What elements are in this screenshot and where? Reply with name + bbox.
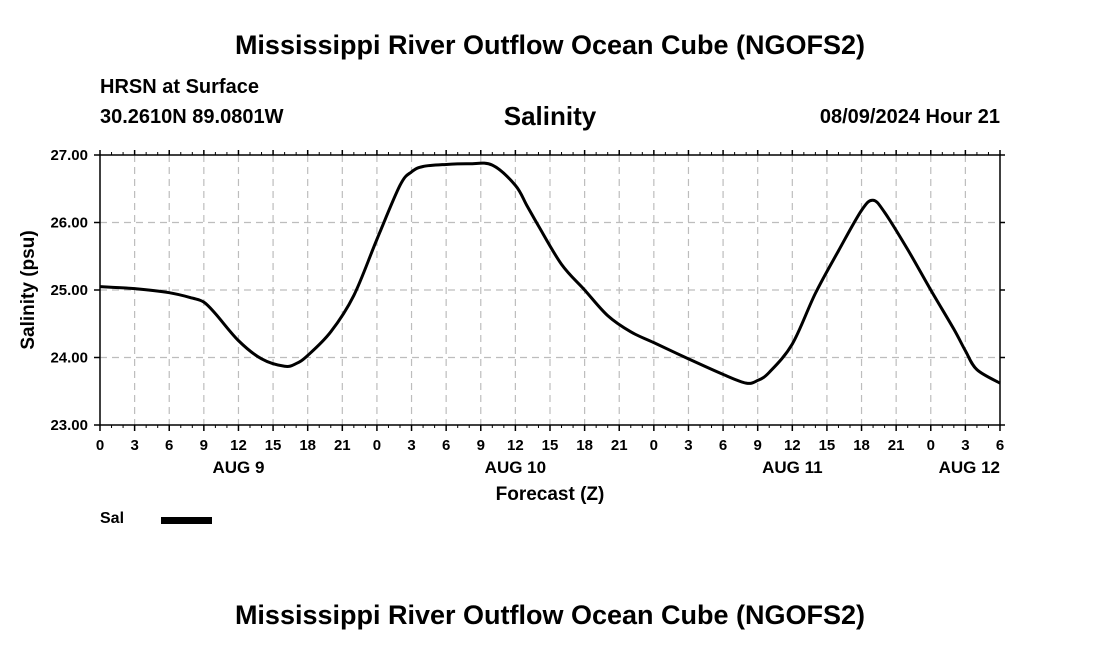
series-layer bbox=[99, 161, 1001, 385]
x-tick-label: 18 bbox=[299, 437, 316, 454]
y-tick-label: 27.00 bbox=[50, 147, 88, 164]
x-tick-label: 21 bbox=[888, 437, 905, 454]
chart-title: Salinity bbox=[503, 101, 597, 131]
axis-ticks bbox=[94, 150, 1005, 431]
station-label: HRSN at Surface bbox=[100, 76, 259, 98]
x-tick-label: 12 bbox=[507, 437, 524, 454]
x-tick-label: 12 bbox=[230, 437, 247, 454]
x-tick-label: 21 bbox=[611, 437, 628, 454]
x-axis-title: Forecast (Z) bbox=[496, 484, 605, 505]
x-tick-label: 0 bbox=[96, 437, 104, 454]
x-tick-label: 3 bbox=[961, 437, 969, 454]
grid-lines bbox=[100, 155, 1000, 425]
x-tick-label: 9 bbox=[754, 437, 762, 454]
axis-labels: 0 3 6 9 12 15 18 21 0 3 6 9 12 15 18 21 0 3 6 9 12 15 18 21 0 3 6 2… bbox=[50, 147, 1004, 477]
x-tick-label: 0 bbox=[927, 437, 935, 454]
y-tick-label: 25.00 bbox=[50, 282, 88, 299]
series-line-sal bbox=[99, 161, 1001, 385]
x-tick-label: 21 bbox=[334, 437, 351, 454]
x-tick-label: 6 bbox=[442, 437, 450, 454]
date-label: AUG 10 bbox=[485, 458, 546, 477]
x-tick-label: 6 bbox=[996, 437, 1004, 454]
date-label: AUG 12 bbox=[939, 458, 1000, 477]
legend-swatch bbox=[161, 517, 212, 524]
footer-title: Mississippi River Outflow Ocean Cube (NG… bbox=[234, 600, 866, 630]
x-tick-label: 12 bbox=[784, 437, 801, 454]
x-tick-label: 9 bbox=[477, 437, 485, 454]
x-tick-label: 6 bbox=[165, 437, 173, 454]
station-coordinates: 30.2610N 89.0801W bbox=[100, 106, 284, 128]
x-tick-label: 0 bbox=[650, 437, 658, 454]
y-axis-title: Salinity (psu) bbox=[18, 230, 39, 349]
x-tick-label: 9 bbox=[200, 437, 208, 454]
page-title: Mississippi River Outflow Ocean Cube (NG… bbox=[234, 30, 866, 60]
x-tick-label: 15 bbox=[265, 437, 282, 454]
x-tick-label: 0 bbox=[373, 437, 381, 454]
x-tick-label: 6 bbox=[719, 437, 727, 454]
forecast-timestamp: 08/09/2024 Hour 21 bbox=[819, 106, 1000, 128]
legend-label: Sal bbox=[100, 510, 125, 527]
x-tick-label: 3 bbox=[684, 437, 692, 454]
y-tick-label: 24.00 bbox=[50, 350, 88, 367]
y-tick-label: 23.00 bbox=[50, 417, 88, 434]
x-tick-label: 18 bbox=[853, 437, 870, 454]
x-tick-label: 3 bbox=[130, 437, 138, 454]
x-tick-label: 15 bbox=[819, 437, 836, 454]
x-tick-label: 3 bbox=[407, 437, 415, 454]
y-tick-label: 26.00 bbox=[50, 215, 88, 232]
x-tick-label: 18 bbox=[576, 437, 593, 454]
date-label: AUG 9 bbox=[212, 458, 264, 477]
date-label: AUG 11 bbox=[762, 458, 822, 477]
x-tick-label: 15 bbox=[542, 437, 559, 454]
